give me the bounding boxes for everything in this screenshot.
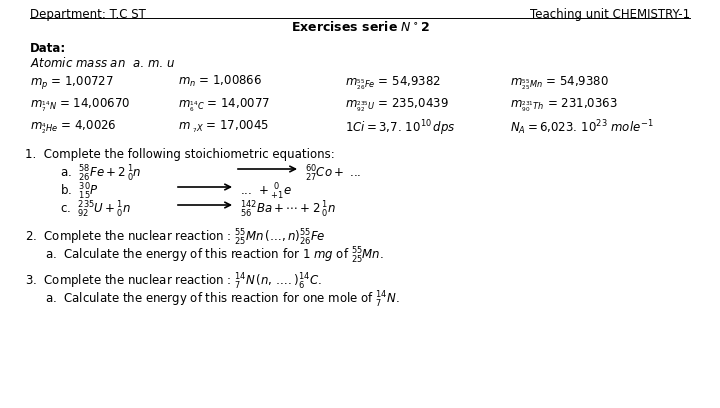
Text: 1.  Complete the following stoichiometric equations:: 1. Complete the following stoichiometric… [25, 148, 335, 161]
Text: a.  Calculate the energy of this reaction for one mole of ${}^{14}_{7}N$.: a. Calculate the energy of this reaction… [45, 290, 400, 310]
Text: $m_{{}^{231}_{90}Th}$ = 231,0363: $m_{{}^{231}_{90}Th}$ = 231,0363 [510, 96, 618, 113]
Text: ${}^{60}_{27}Co +$ ...: ${}^{60}_{27}Co +$ ... [305, 164, 361, 184]
Text: ${}^{142}_{56}Ba + \cdots + 2\,{}^{1}_{0}n$: ${}^{142}_{56}Ba + \cdots + 2\,{}^{1}_{0… [240, 200, 336, 220]
Text: $m_p$ = 1,00727: $m_p$ = 1,00727 [30, 74, 114, 91]
Text: $m_{{}^{235}_{92}U}$ = 235,0439: $m_{{}^{235}_{92}U}$ = 235,0439 [345, 96, 449, 113]
Text: a.  ${}^{58}_{26}Fe + 2\,{}^{1}_{0}n$: a. ${}^{58}_{26}Fe + 2\,{}^{1}_{0}n$ [60, 164, 142, 184]
Text: $m_n$ = 1,00866: $m_n$ = 1,00866 [178, 74, 262, 89]
Text: ...  $+\,{}^{\ 0}_{+1}e$: ... $+\,{}^{\ 0}_{+1}e$ [240, 182, 292, 202]
Text: a.  Calculate the energy of this reaction for 1 $mg$ of ${}^{55}_{25}Mn$.: a. Calculate the energy of this reaction… [45, 246, 384, 266]
Text: 2.  Complete the nuclear reaction : ${}^{55}_{25}Mn\,(\ldots,n){}^{55}_{26}Fe$: 2. Complete the nuclear reaction : ${}^{… [25, 228, 325, 248]
Text: $m_{{}^{14}_{6}C}$ = 14,0077: $m_{{}^{14}_{6}C}$ = 14,0077 [178, 96, 270, 113]
Text: Data:: Data: [30, 42, 66, 55]
Text: $m_{{}^{55}_{25}Mn}$ = 54,9380: $m_{{}^{55}_{25}Mn}$ = 54,9380 [510, 74, 609, 91]
Text: c.  ${}^{235}_{92}U + {}^{1}_{0}n$: c. ${}^{235}_{92}U + {}^{1}_{0}n$ [60, 200, 131, 220]
Text: Teaching unit CHEMISTRY-1: Teaching unit CHEMISTRY-1 [530, 8, 690, 21]
Text: $1Ci = 3{,}7.\,10^{10}\,dps$: $1Ci = 3{,}7.\,10^{10}\,dps$ [345, 118, 456, 137]
Text: Atomic mass an  $a.\,m.\,u$: Atomic mass an $a.\,m.\,u$ [30, 56, 176, 70]
Text: $m_{\ _{7}X}$ = 17,0045: $m_{\ _{7}X}$ = 17,0045 [178, 118, 269, 135]
Text: $m_{{}^{4}_{2}He}$ = 4,0026: $m_{{}^{4}_{2}He}$ = 4,0026 [30, 118, 117, 135]
Text: $m_{{}^{55}_{26}Fe}$ = 54,9382: $m_{{}^{55}_{26}Fe}$ = 54,9382 [345, 74, 441, 91]
Text: Department: T.C ST: Department: T.C ST [30, 8, 146, 21]
Text: 3.  Complete the nuclear reaction : ${}^{14}_{7}N\,(n,\,\ldots.){}^{14}_{6}C$.: 3. Complete the nuclear reaction : ${}^{… [25, 272, 322, 292]
Text: Exercises serie $\mathbf{\mathit{N}^\circ}$2: Exercises serie $\mathbf{\mathit{N}^\cir… [291, 20, 429, 34]
Text: $N_A = 6{,}023.\,10^{23}\ mole^{-1}$: $N_A = 6{,}023.\,10^{23}\ mole^{-1}$ [510, 118, 654, 137]
Text: b.  ${}^{30}_{15}P$: b. ${}^{30}_{15}P$ [60, 182, 99, 202]
Text: $m_{{}^{14}_{7}N}$ = 14,00670: $m_{{}^{14}_{7}N}$ = 14,00670 [30, 96, 130, 113]
